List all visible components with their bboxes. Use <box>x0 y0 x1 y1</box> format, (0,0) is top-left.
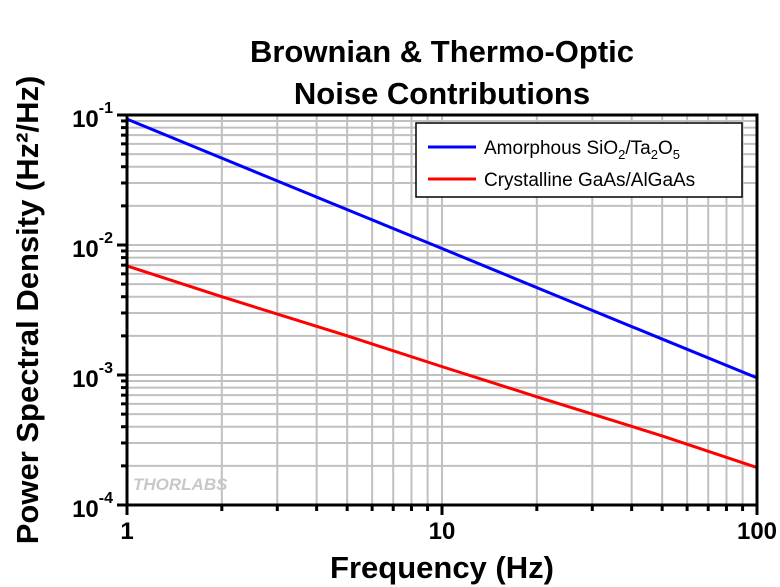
series-lines <box>126 117 758 470</box>
legend-label-crystalline: Crystalline GaAs/AlGaAs <box>484 170 695 191</box>
x-tick-label: 10 <box>429 518 456 545</box>
y-axis-label: Power Spectral Density (Hz²/Hz) <box>10 76 45 545</box>
chart-title-line-1: Brownian & Thermo-Optic <box>250 34 634 69</box>
y-tick-label: 10-2 <box>72 230 113 263</box>
axis-ticks: 10-1 10-2 10-3 10-4 1 10 100 <box>72 100 777 545</box>
legend-box <box>415 122 743 198</box>
watermark-logo: THORLABS <box>133 475 228 494</box>
series-line-crystalline <box>126 264 758 470</box>
legend: Amorphous SiO2/Ta2O5 Crystalline GaAs/Al… <box>415 122 743 198</box>
y-tick-label: 10-1 <box>72 100 113 133</box>
x-axis-label: Frequency (Hz) <box>330 550 554 585</box>
x-tick-label: 100 <box>737 518 777 545</box>
series-line-amorphous <box>126 117 758 380</box>
chart-title-line-2: Noise Contributions <box>294 76 590 111</box>
legend-label-amorphous: Amorphous SiO2/Ta2O5 <box>484 138 680 162</box>
y-tick-label: 10-4 <box>72 490 113 523</box>
x-tick-label: 1 <box>120 518 133 545</box>
y-tick-label: 10-3 <box>72 360 113 393</box>
